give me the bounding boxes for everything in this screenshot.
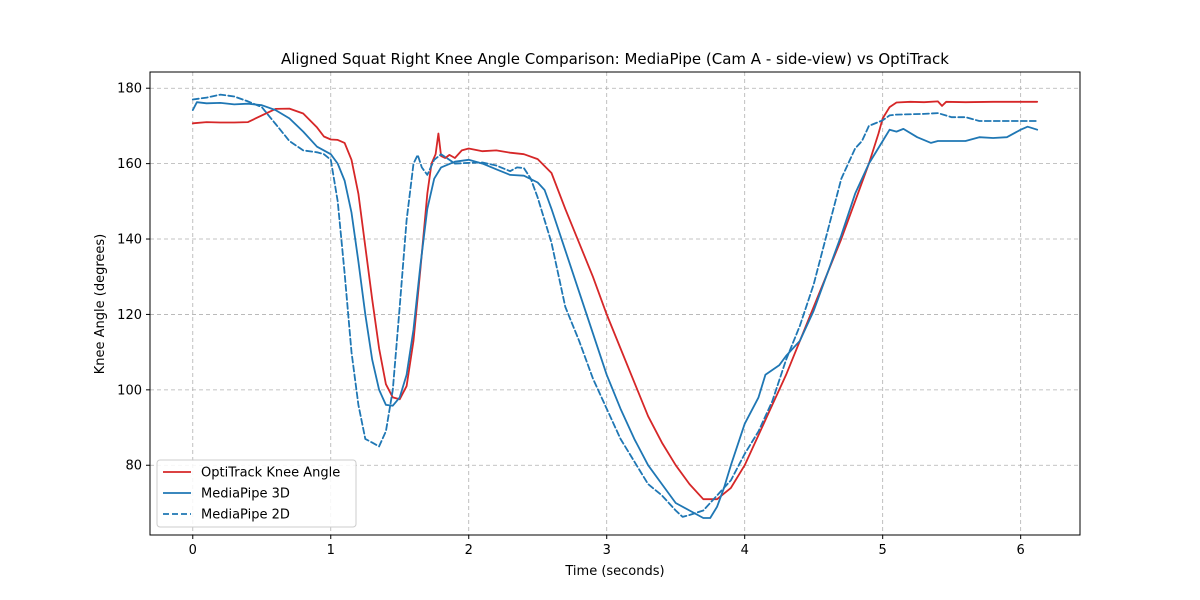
x-tick-label: 6	[1017, 543, 1025, 558]
series-line-2	[191, 93, 1039, 518]
series-line-0	[191, 100, 1039, 501]
y-tick-label: 180	[117, 82, 142, 97]
y-tick-label: 120	[117, 308, 142, 323]
x-tick-label: 0	[189, 543, 197, 558]
legend-label-1: MediaPipe 3D	[201, 487, 290, 502]
series-lines	[191, 93, 1039, 519]
x-tick-label: 5	[879, 543, 887, 558]
x-tick-label: 2	[465, 543, 473, 558]
legend-label-0: OptiTrack Knee Angle	[201, 466, 340, 481]
y-tick-label: 160	[117, 157, 142, 172]
x-tick-label: 3	[603, 543, 611, 558]
y-tick-label: 80	[125, 459, 142, 474]
plot-frame	[149, 71, 1081, 536]
axis-ticks: 0 1 2 3 4 5 6 80 100 120 140 160 180	[117, 82, 1025, 558]
y-axis-title: Knee Angle (degrees)	[93, 234, 108, 375]
legend: OptiTrack Knee Angle MediaPipe 3D MediaPip…	[156, 459, 357, 528]
legend-box	[156, 459, 357, 528]
legend-label-2: MediaPipe 2D	[201, 508, 290, 523]
chart-title: Aligned Squat Right Knee Angle Compariso…	[281, 50, 949, 68]
y-tick-label: 140	[117, 233, 142, 248]
y-tick-label: 100	[117, 383, 142, 398]
series-line-1	[191, 101, 1039, 519]
x-tick-label: 4	[741, 543, 749, 558]
x-axis-title: Time (seconds)	[564, 564, 664, 579]
x-tick-label: 1	[327, 543, 335, 558]
